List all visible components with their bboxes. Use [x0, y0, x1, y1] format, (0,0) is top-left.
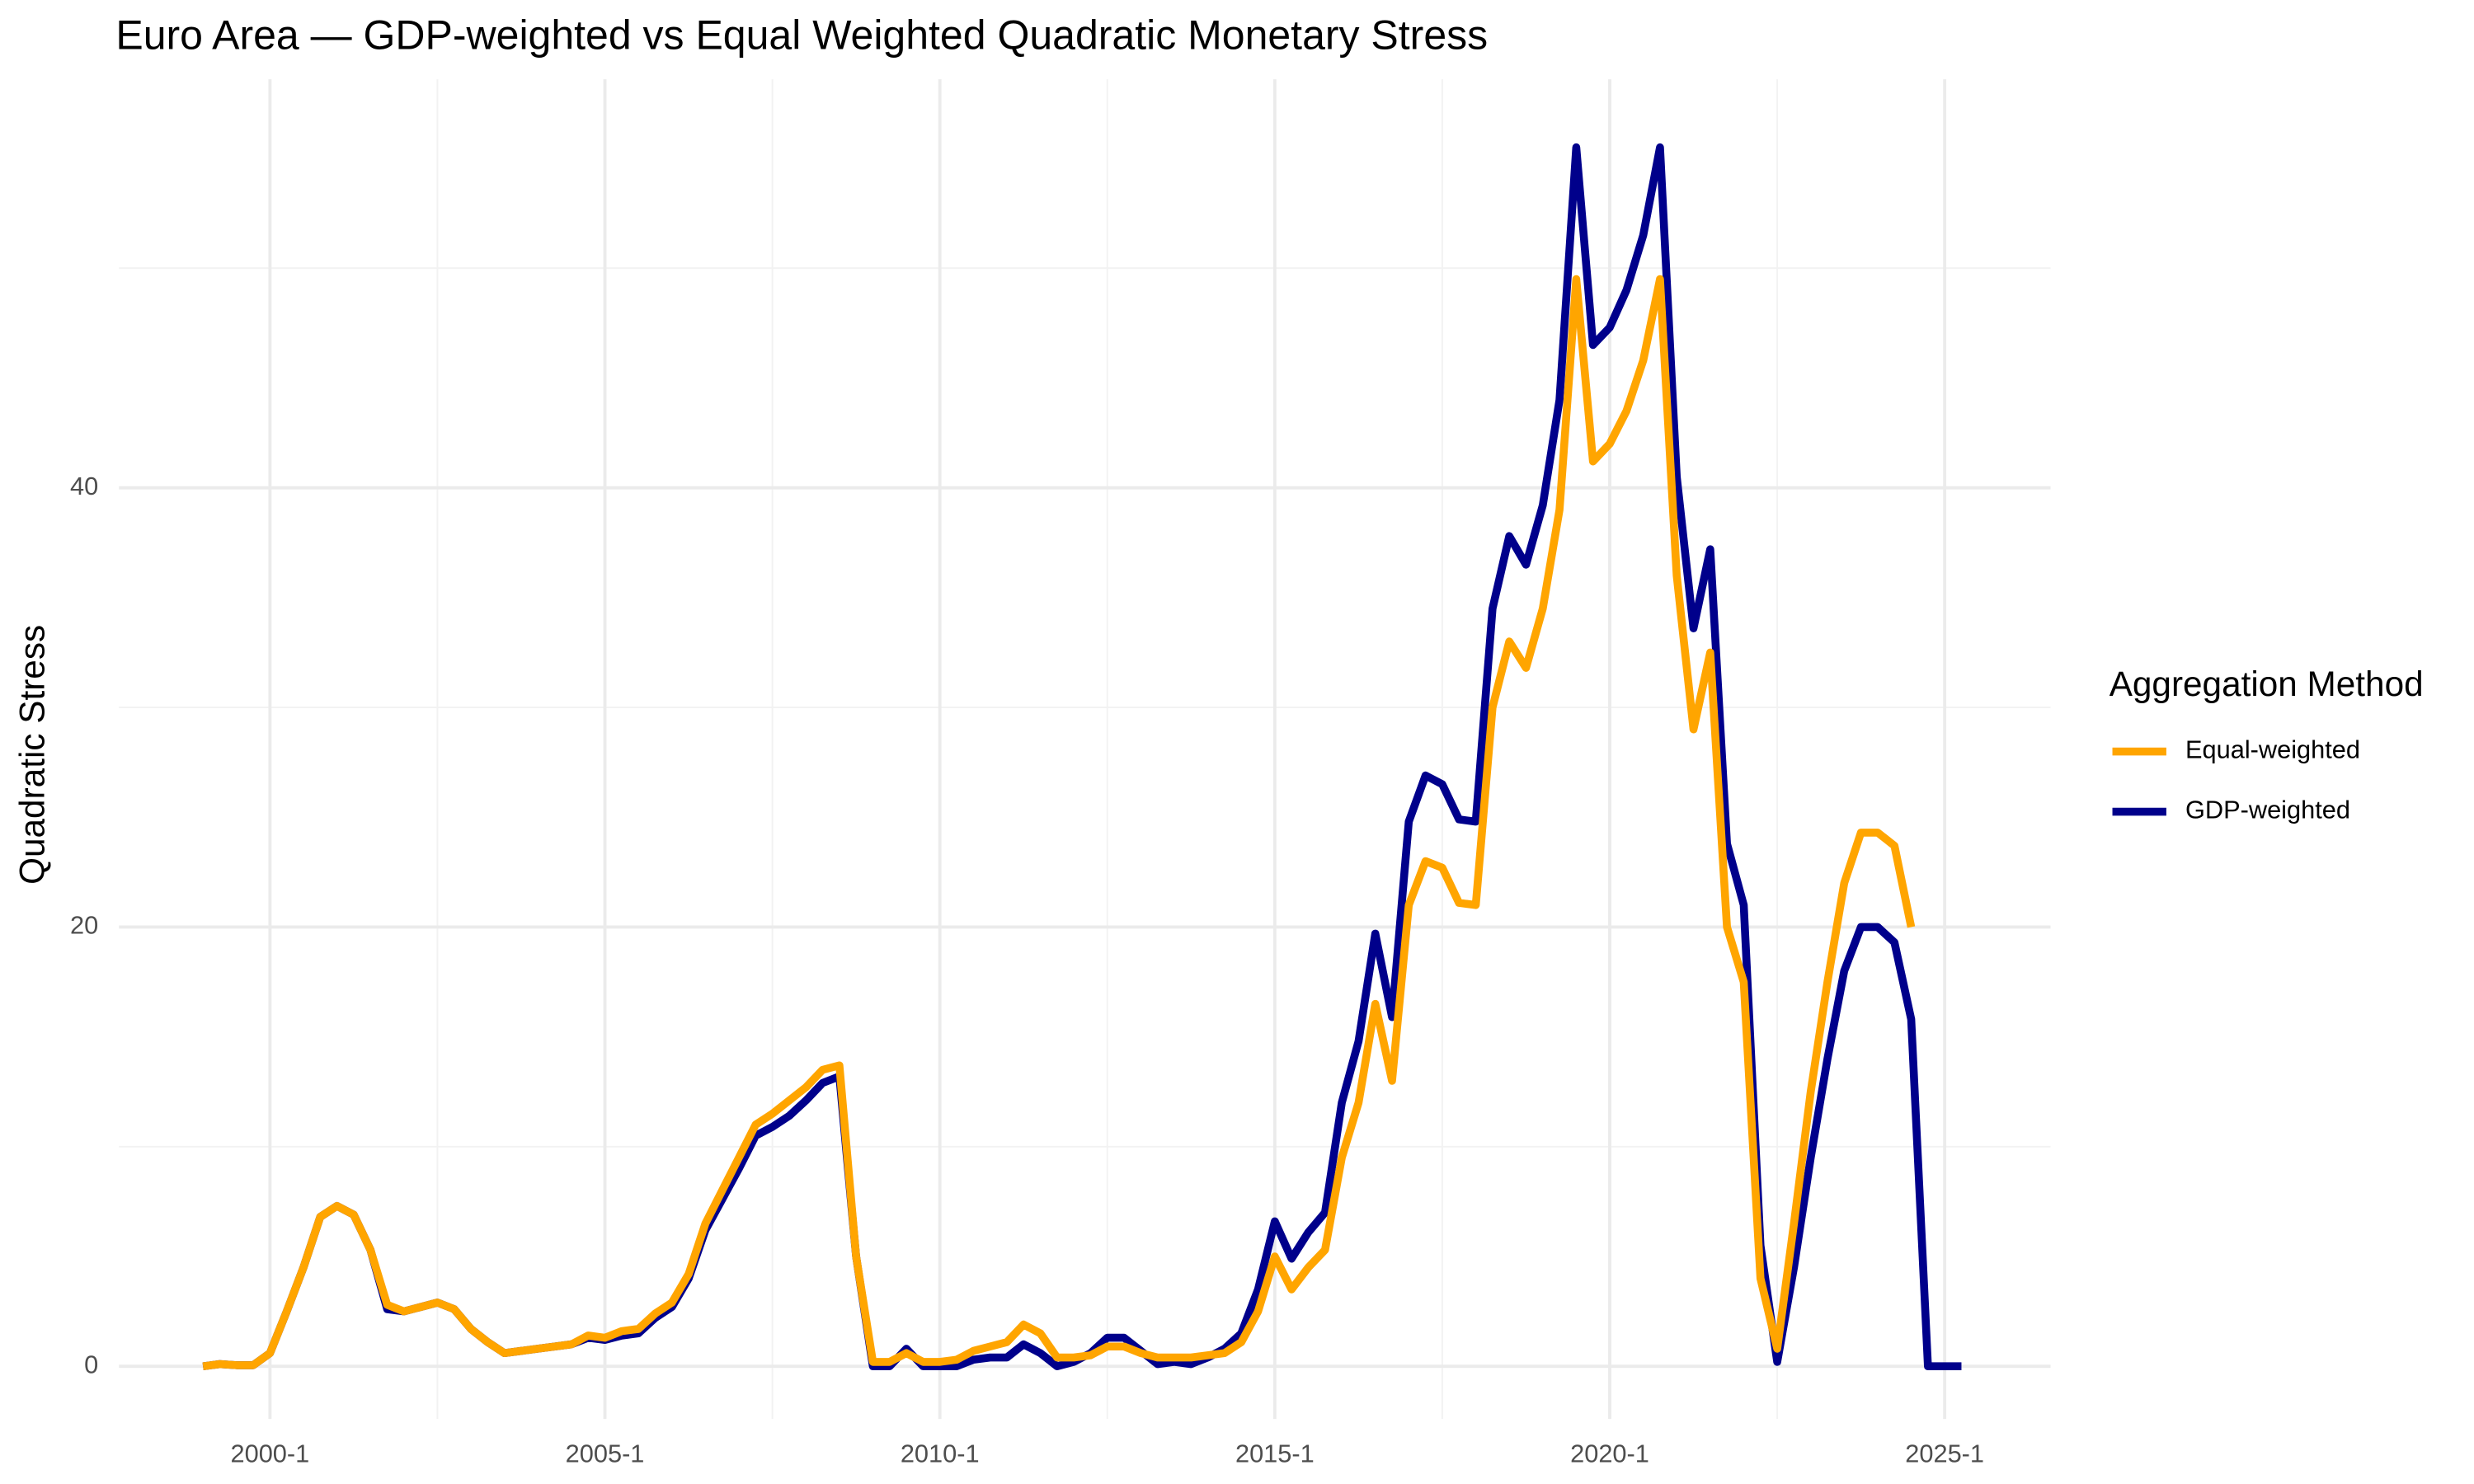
line-series — [202, 275, 1916, 1370]
y-tick-label: 0 — [84, 1350, 98, 1378]
x-tick-label: 2005-1 — [566, 1439, 645, 1468]
x-tick-label: 2000-1 — [231, 1439, 310, 1468]
line-series — [202, 143, 1962, 1371]
x-tick-label: 2010-1 — [901, 1439, 980, 1468]
legend-title: Aggregation Method — [2109, 665, 2424, 703]
x-tick-label: 2020-1 — [1570, 1439, 1649, 1468]
chart-title: Euro Area — GDP-weighted vs Equal Weight… — [115, 12, 1488, 58]
legend-label: Equal-weighted — [2185, 735, 2360, 764]
x-tick-label: 2015-1 — [1235, 1439, 1315, 1468]
y-tick-label: 40 — [70, 472, 98, 500]
legend-label: GDP-weighted — [2185, 796, 2350, 824]
x-tick-label: 2025-1 — [1905, 1439, 1984, 1468]
y-axis-label: Quadratic Stress — [12, 625, 51, 885]
y-tick-label: 20 — [70, 911, 98, 940]
